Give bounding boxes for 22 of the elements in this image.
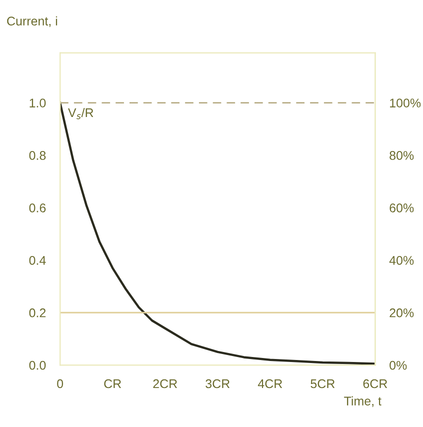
x-tick-label: 3CR: [206, 379, 230, 388]
y2-tick-label: 40%: [389, 256, 414, 265]
y-tick-label: 1.0: [30, 98, 46, 108]
x-tick-label: 0: [57, 379, 64, 388]
y-tick-label: 0.8: [29, 151, 46, 160]
y2-tick-label: 100%: [390, 98, 421, 108]
y2-tick-label: 20%: [390, 308, 414, 318]
y-tick-label: 0.0: [29, 360, 46, 370]
y2-tick-label: 80%: [390, 151, 414, 160]
x-axis-title: Time, t: [344, 396, 382, 407]
ref-line-label: V$_{s}$/R: [68, 108, 94, 120]
y2-tick-label: 0%: [390, 360, 407, 370]
y-tick-label: 0.4: [29, 256, 46, 265]
x-tick-label: 4CR: [258, 379, 282, 388]
y2-tick-label: 60%: [390, 204, 414, 212]
x-tick-label: 5CR: [310, 379, 335, 388]
x-tick-label: 2CR: [153, 379, 178, 388]
y-tick-label: 0.2: [29, 308, 46, 318]
y-axis-title: Current, i: [7, 16, 58, 27]
y-tick-label: 0.6: [29, 204, 46, 212]
x-tick-label: 6CR: [363, 379, 388, 388]
x-tick-label: CR: [104, 379, 122, 388]
